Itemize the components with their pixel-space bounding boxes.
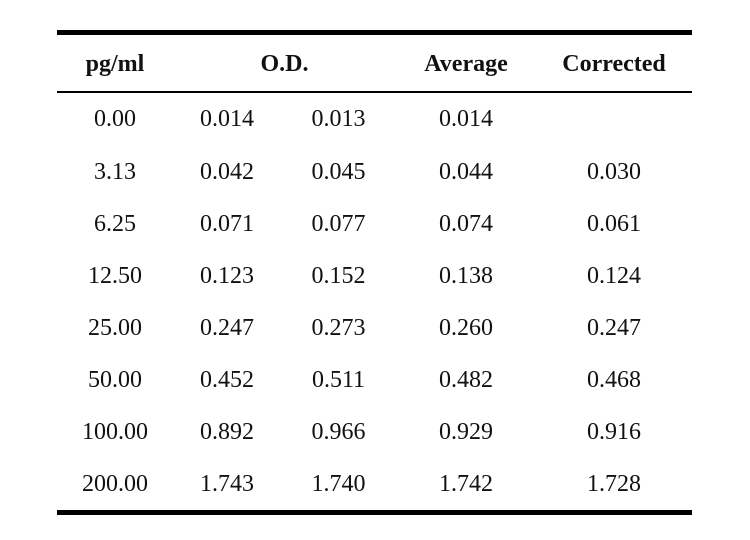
header-rule xyxy=(57,91,692,93)
cell-od-1: 1.743 xyxy=(200,470,254,497)
cell-od-1: 0.042 xyxy=(200,158,254,185)
header-row: pg/ml O.D. Average Corrected xyxy=(57,35,692,91)
cell-average: 0.482 xyxy=(439,366,493,393)
cell-od-1: 0.247 xyxy=(200,314,254,341)
cell-average: 0.074 xyxy=(439,210,493,237)
table-row: 0.00 0.014 0.013 0.014 xyxy=(57,93,692,146)
cell-average: 0.014 xyxy=(439,106,493,132)
cell-average: 1.742 xyxy=(439,470,493,497)
table-row: 12.50 0.123 0.152 0.138 0.124 xyxy=(57,250,692,302)
cell-concentration: 12.50 xyxy=(88,262,142,289)
data-table-body: 0.00 0.014 0.013 0.014 3.13 0.042 0.045 0.044 0.… xyxy=(57,93,692,510)
data-table: pg/ml O.D. Average Corrected xyxy=(57,35,692,91)
header-average: Average xyxy=(424,50,508,77)
cell-od-1: 0.123 xyxy=(200,262,254,289)
table-row: 25.00 0.247 0.273 0.260 0.247 xyxy=(57,302,692,354)
cell-corrected: 0.916 xyxy=(587,418,641,445)
table-header: pg/ml O.D. Average Corrected xyxy=(57,35,692,91)
cell-od-1: 0.071 xyxy=(200,210,254,237)
cell-od-2: 0.045 xyxy=(311,158,366,185)
cell-od-2: 0.013 xyxy=(311,106,366,132)
table-body: 0.00 0.014 0.013 0.014 3.13 0.042 0.045 0.044 0.… xyxy=(57,93,692,510)
table-top-rule xyxy=(57,30,692,35)
cell-corrected: 0.061 xyxy=(587,210,641,237)
table-row: 3.13 0.042 0.045 0.044 0.030 xyxy=(57,146,692,198)
cell-concentration: 100.00 xyxy=(82,418,148,445)
header-od: O.D. xyxy=(260,50,309,77)
cell-od-1: 0.452 xyxy=(200,366,254,393)
cell-average: 0.929 xyxy=(439,418,493,445)
cell-concentration: 50.00 xyxy=(88,366,142,393)
header-concentration: pg/ml xyxy=(85,50,145,77)
cell-concentration: 25.00 xyxy=(88,314,142,341)
header-corrected: Corrected xyxy=(562,50,666,77)
cell-corrected: 0.247 xyxy=(587,314,641,341)
cell-corrected: 1.728 xyxy=(587,470,641,497)
table-row: 50.00 0.452 0.511 0.482 0.468 xyxy=(57,354,692,406)
cell-od-2: 0.966 xyxy=(311,418,366,445)
cell-concentration: 3.13 xyxy=(94,158,136,185)
standard-curve-table: pg/ml O.D. Average Corrected 0.00 0.014 0.… xyxy=(57,30,692,515)
cell-concentration: 200.00 xyxy=(82,470,148,497)
cell-corrected: 0.468 xyxy=(587,366,641,393)
table-row: 6.25 0.071 0.077 0.074 0.061 xyxy=(57,198,692,250)
cell-od-2: 1.740 xyxy=(311,470,366,497)
cell-average: 0.260 xyxy=(439,314,493,341)
cell-corrected: 0.030 xyxy=(587,158,641,185)
cell-od-1: 0.014 xyxy=(200,106,254,132)
table-row: 200.00 1.743 1.740 1.742 1.728 xyxy=(57,458,692,510)
cell-average: 0.138 xyxy=(439,262,493,289)
cell-od-1: 0.892 xyxy=(200,418,254,445)
table-row: 100.00 0.892 0.966 0.929 0.916 xyxy=(57,406,692,458)
cell-concentration: 6.25 xyxy=(94,210,136,237)
cell-od-2: 0.511 xyxy=(311,366,366,393)
cell-od-2: 0.273 xyxy=(311,314,366,341)
cell-average: 0.044 xyxy=(439,158,493,185)
table-bottom-rule xyxy=(57,510,692,515)
cell-corrected xyxy=(536,93,692,146)
cell-corrected: 0.124 xyxy=(587,262,641,289)
cell-concentration: 0.00 xyxy=(94,106,136,132)
cell-od-2: 0.077 xyxy=(311,210,366,237)
cell-od-2: 0.152 xyxy=(311,262,366,289)
